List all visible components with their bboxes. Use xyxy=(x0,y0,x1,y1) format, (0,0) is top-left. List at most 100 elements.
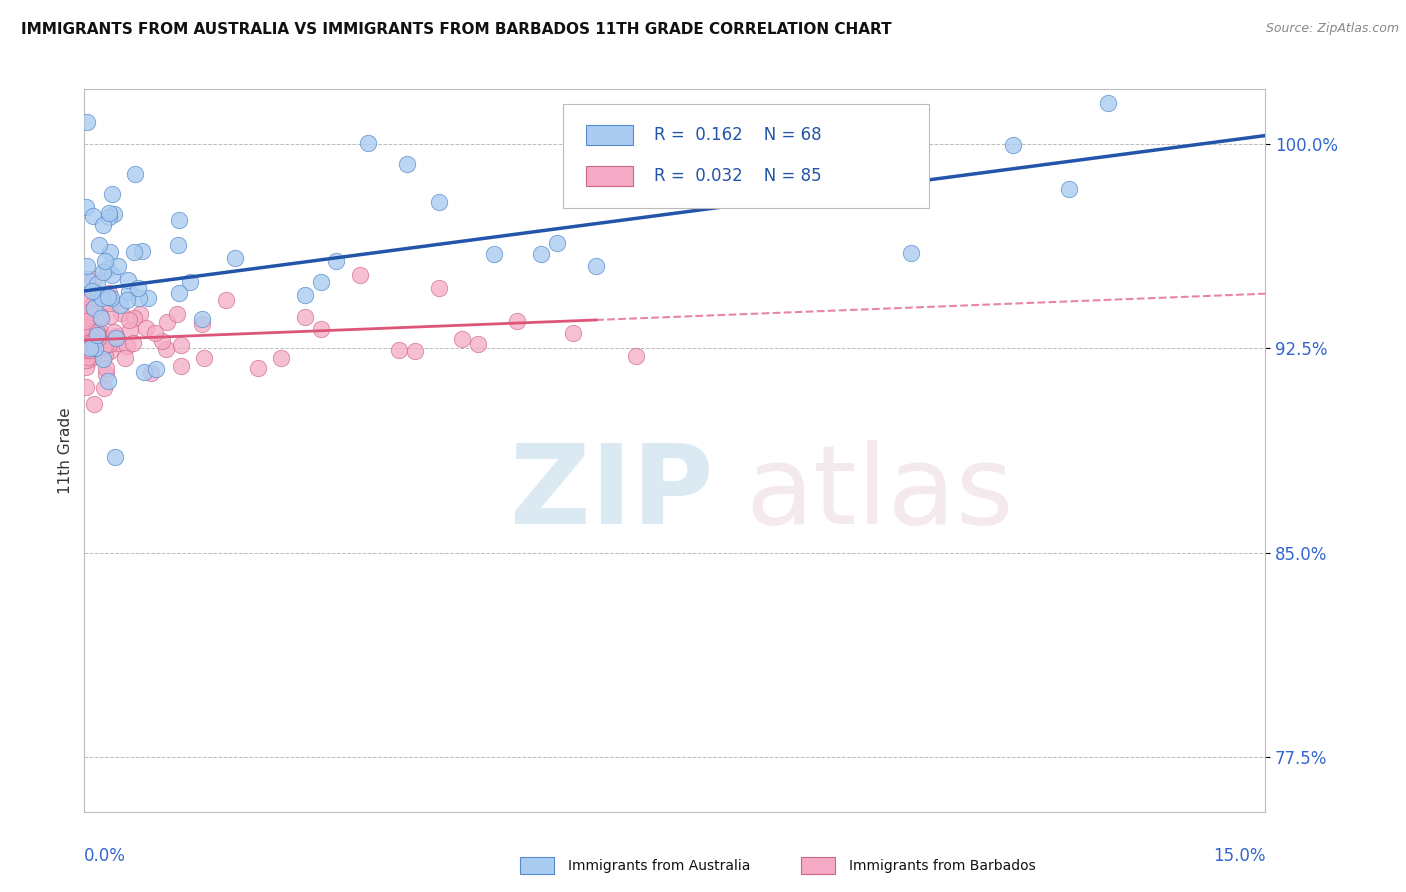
Point xyxy=(76,115,98,129)
Point xyxy=(100,186,122,201)
Point xyxy=(122,335,145,350)
Point xyxy=(900,246,922,260)
Point xyxy=(103,206,125,220)
Point xyxy=(76,259,98,273)
Point xyxy=(1057,182,1080,196)
Point xyxy=(546,235,568,250)
Point xyxy=(797,181,820,195)
Point xyxy=(624,350,647,364)
Point xyxy=(294,310,316,324)
Point xyxy=(309,276,332,290)
Point xyxy=(77,341,100,355)
Point xyxy=(191,317,214,331)
Point xyxy=(90,310,112,325)
Point xyxy=(114,351,136,365)
Point xyxy=(86,349,108,363)
Bar xyxy=(801,857,835,874)
Point xyxy=(167,286,190,301)
Point xyxy=(118,323,141,337)
Point xyxy=(110,306,132,320)
Point xyxy=(76,326,98,341)
Point xyxy=(325,253,347,268)
Point xyxy=(91,265,114,279)
Point xyxy=(246,360,269,375)
Point xyxy=(76,313,98,327)
Text: IMMIGRANTS FROM AUSTRALIA VS IMMIGRANTS FROM BARBADOS 11TH GRADE CORRELATION CHA: IMMIGRANTS FROM AUSTRALIA VS IMMIGRANTS … xyxy=(21,22,891,37)
Point xyxy=(100,291,122,305)
Point xyxy=(131,244,153,259)
Point xyxy=(82,334,104,348)
Point xyxy=(427,194,450,209)
Point xyxy=(294,288,316,302)
Point xyxy=(75,325,97,339)
Text: R =  0.032    N = 85: R = 0.032 N = 85 xyxy=(654,167,821,185)
Point xyxy=(115,293,138,307)
Point xyxy=(83,333,105,347)
Point xyxy=(86,325,108,339)
Text: atlas: atlas xyxy=(745,441,1014,548)
Point xyxy=(191,312,214,326)
Point xyxy=(75,352,97,367)
Point xyxy=(83,324,105,338)
Point xyxy=(166,238,188,252)
Point xyxy=(75,360,97,375)
Point xyxy=(107,336,129,351)
Point xyxy=(89,238,111,252)
Point xyxy=(357,136,380,150)
Point xyxy=(640,191,662,205)
Point xyxy=(79,308,101,322)
Point xyxy=(105,329,128,343)
Point xyxy=(82,284,104,298)
Point xyxy=(388,343,411,358)
Point xyxy=(87,331,110,345)
Point xyxy=(91,291,114,305)
Point xyxy=(76,272,98,286)
Point xyxy=(98,343,121,358)
Point xyxy=(96,262,118,277)
Point xyxy=(90,330,112,344)
Point xyxy=(122,311,145,326)
Point xyxy=(150,334,173,348)
Point xyxy=(156,315,179,329)
Point xyxy=(83,341,105,355)
Text: 0.0%: 0.0% xyxy=(84,847,127,865)
Text: Source: ZipAtlas.com: Source: ZipAtlas.com xyxy=(1265,22,1399,36)
Point xyxy=(94,254,117,268)
Text: 15.0%: 15.0% xyxy=(1213,847,1265,865)
Point xyxy=(82,272,104,286)
Point xyxy=(93,381,115,395)
Point xyxy=(82,326,104,340)
Point xyxy=(107,259,129,273)
Point xyxy=(506,313,529,327)
Point xyxy=(89,309,111,323)
Point xyxy=(309,322,332,336)
Point xyxy=(124,167,146,181)
Point xyxy=(82,209,104,223)
Point xyxy=(117,273,139,287)
Point xyxy=(127,281,149,295)
Point xyxy=(83,294,105,309)
Point xyxy=(132,365,155,379)
Point xyxy=(79,341,101,355)
Point xyxy=(98,210,121,224)
Point xyxy=(86,327,108,342)
Point xyxy=(139,367,162,381)
Point xyxy=(97,290,120,304)
Point xyxy=(75,380,97,394)
Point xyxy=(79,334,101,349)
Point xyxy=(145,361,167,376)
Point xyxy=(86,277,108,292)
Point xyxy=(86,312,108,326)
Point xyxy=(103,326,125,340)
Point xyxy=(128,307,150,321)
Point xyxy=(1002,137,1025,152)
Point xyxy=(75,343,97,357)
Point xyxy=(128,291,150,305)
Point xyxy=(138,291,160,305)
Point xyxy=(404,344,426,359)
Point xyxy=(97,375,120,389)
Point xyxy=(79,345,101,359)
Point xyxy=(96,367,118,381)
Point xyxy=(87,286,110,301)
Point xyxy=(83,397,105,411)
